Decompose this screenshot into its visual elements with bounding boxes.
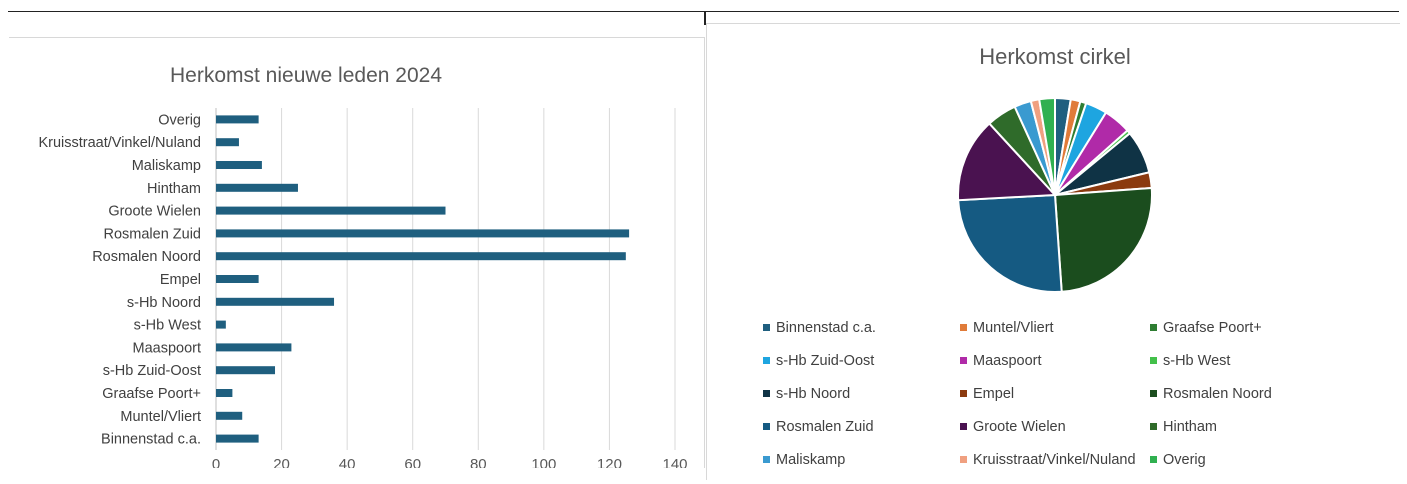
table-cell-divider — [704, 11, 706, 25]
x-tick-label: 120 — [597, 456, 622, 468]
x-tick-label: 0 — [212, 456, 220, 468]
legend-label-rosmalen-noord: Rosmalen Noord — [1163, 386, 1272, 402]
bar-rosmalen-noord[interactable] — [216, 252, 626, 261]
legend-swatch-s-hb-noord — [763, 390, 770, 397]
bar-chart-panel[interactable]: Herkomst nieuwe leden 2024 0 20 40 60 80 100 1… — [9, 37, 705, 468]
pie-slice-rosmalen-zuid[interactable] — [957, 193, 1063, 293]
legend-swatch-rosmalen-zuid — [763, 423, 770, 430]
legend-label-binnenstad-c-a: Binnenstad c.a. — [776, 320, 876, 336]
x-tick-label: 80 — [470, 456, 487, 468]
legend-swatch-maliskamp — [763, 456, 770, 463]
legend-swatch-rosmalen-noord — [1150, 390, 1157, 397]
legend-label-kruisstraat-vinkel-nuland: Kruisstraat/Vinkel/Nuland — [973, 452, 1136, 468]
legend-label-hintham: Hintham — [1163, 419, 1217, 435]
legend-label-graafse-poort: Graafse Poort+ — [1163, 320, 1262, 336]
legend-label-maaspoort: Maaspoort — [973, 353, 1042, 369]
bar-s-hb-west[interactable] — [216, 320, 226, 329]
bar-s-hb-noord[interactable] — [216, 297, 335, 306]
pie-legend: Binnenstad c.a. Muntel/Vliert Graafse Poor… — [763, 320, 1272, 468]
y-tick-label: Empel — [160, 272, 201, 288]
bar-graafse-poort[interactable] — [216, 389, 233, 397]
legend-swatch-overig — [1150, 456, 1157, 463]
y-tick-label: s-Hb West — [134, 318, 201, 334]
y-tick-label: Rosmalen Zuid — [103, 226, 201, 242]
bar-binnenstad-c-a[interactable] — [216, 434, 259, 443]
legend-swatch-kruisstraat-vinkel-nuland — [960, 456, 967, 463]
y-tick-label: Rosmalen Noord — [92, 249, 201, 265]
bar-kruisstraat-vinkel-nuland[interactable] — [216, 138, 239, 147]
bar-empel[interactable] — [216, 275, 259, 283]
x-tick-label: 40 — [339, 456, 356, 468]
legend-label-s-hb-west: s-Hb West — [1163, 353, 1230, 369]
y-tick-label: Maaspoort — [132, 340, 201, 356]
pie-slices — [957, 96, 1153, 293]
y-tick-label: Hintham — [147, 181, 201, 197]
x-tick-label: 100 — [531, 456, 556, 468]
legend-label-empel: Empel — [973, 386, 1014, 402]
x-axis-ticks: 0 20 40 60 80 100 120 140 — [212, 456, 688, 468]
x-tick-label: 140 — [662, 456, 687, 468]
legend-swatch-binnenstad-c-a — [763, 324, 770, 331]
x-tick-label: 20 — [273, 456, 290, 468]
bar-gridlines — [281, 108, 676, 450]
table-top-border — [8, 11, 1399, 12]
bar-rosmalen-zuid[interactable] — [216, 229, 630, 238]
pie-chart-panel[interactable]: Herkomst cirkel Binnenstad c.a. Muntel/Vl… — [706, 23, 1400, 480]
legend-swatch-s-hb-west — [1150, 357, 1157, 364]
legend-label-rosmalen-zuid: Rosmalen Zuid — [776, 419, 874, 435]
pie-chart: Herkomst cirkel Binnenstad c.a. Muntel/Vl… — [763, 44, 1272, 468]
pie-slice-overig[interactable] — [1038, 96, 1056, 196]
bar-maaspoort[interactable] — [216, 343, 292, 352]
bar-chart-title: Herkomst nieuwe leden 2024 — [170, 64, 442, 87]
legend-label-maliskamp: Maliskamp — [776, 452, 845, 468]
y-tick-label: Kruisstraat/Vinkel/Nuland — [38, 135, 201, 151]
legend-swatch-muntel-vliert — [960, 324, 967, 331]
x-tick-label: 60 — [404, 456, 421, 468]
y-tick-label: s-Hb Zuid-Oost — [103, 363, 201, 379]
legend-swatch-maaspoort — [960, 357, 967, 364]
legend-label-s-hb-zuid-oost: s-Hb Zuid-Oost — [776, 353, 874, 369]
legend-swatch-s-hb-zuid-oost — [763, 357, 770, 364]
pie-chart-title: Herkomst cirkel — [979, 44, 1131, 69]
y-tick-label: Groote Wielen — [108, 204, 201, 220]
bar-hintham[interactable] — [216, 183, 298, 192]
pie-slice-groote-wielen[interactable] — [957, 122, 1058, 202]
legend-label-groote-wielen: Groote Wielen — [973, 419, 1066, 435]
bar-series: Binnenstad c.a. Muntel/Vliert Graafse Poor… — [38, 112, 630, 448]
y-tick-label: Graafse Poort+ — [102, 386, 201, 402]
legend-swatch-graafse-poort — [1150, 324, 1157, 331]
legend-swatch-hintham — [1150, 423, 1157, 430]
y-tick-label: Maliskamp — [132, 158, 201, 174]
legend-label-muntel-vliert: Muntel/Vliert — [973, 320, 1054, 336]
pie-slice-rosmalen-noord[interactable] — [1053, 186, 1153, 293]
legend-label-s-hb-noord: s-Hb Noord — [776, 386, 850, 402]
y-tick-label: Muntel/Vliert — [120, 409, 201, 425]
y-tick-label: s-Hb Noord — [127, 295, 201, 311]
bar-muntel-vliert[interactable] — [216, 411, 243, 420]
bar-overig[interactable] — [216, 115, 259, 124]
bar-s-hb-zuid-oost[interactable] — [216, 366, 276, 375]
y-tick-label: Overig — [158, 112, 201, 128]
legend-swatch-empel — [960, 390, 967, 397]
legend-label-overig: Overig — [1163, 452, 1206, 468]
bar-maliskamp[interactable] — [216, 161, 262, 169]
legend-swatch-groote-wielen — [960, 423, 967, 430]
y-tick-label: Binnenstad c.a. — [101, 432, 201, 448]
bar-groote-wielen[interactable] — [216, 206, 446, 215]
bar-chart: Herkomst nieuwe leden 2024 0 20 40 60 80 100 1… — [38, 64, 688, 468]
